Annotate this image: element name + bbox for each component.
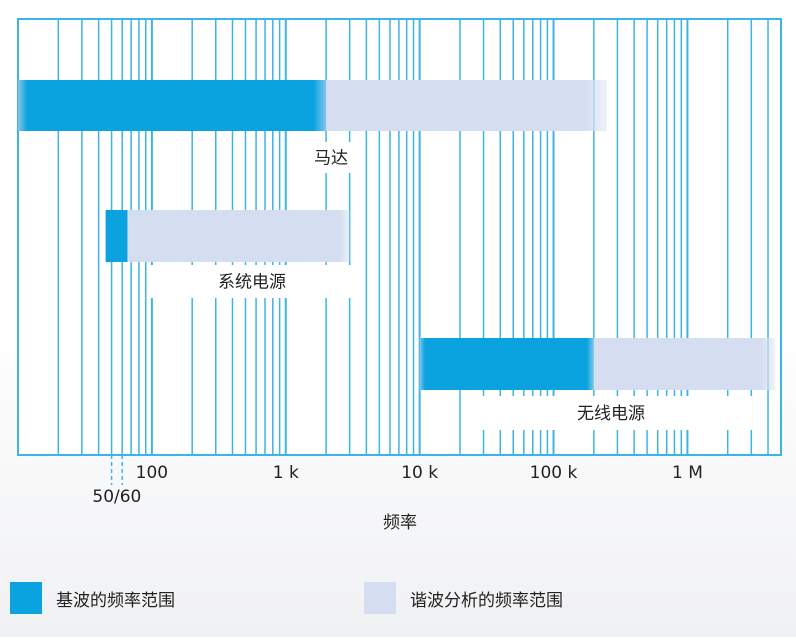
- x-tick-label: 10 k: [401, 463, 438, 483]
- bar-fundamental-range: [18, 80, 327, 131]
- legend-label-harmonic: 谐波分析的频率范围: [410, 590, 563, 611]
- bar-label-background: [470, 396, 752, 430]
- legend-item-harmonic: 谐波分析的频率范围: [364, 582, 563, 614]
- bar-label: 系统电源: [218, 273, 286, 293]
- mains-frequency-markers: 50/60: [92, 455, 141, 507]
- bar-fundamental-range: [419, 338, 594, 390]
- bar-group: 马达: [18, 80, 607, 173]
- bar-label-background: [300, 142, 362, 173]
- bar-harmonic-range: [105, 210, 350, 262]
- plot-border: [17, 18, 782, 456]
- legend-item-fundamental: 基波的频率范围: [10, 582, 175, 614]
- bar-group: 无线电源: [419, 338, 775, 430]
- x-tick-label: 100 k: [530, 463, 578, 483]
- x-tick-label: 1 k: [273, 463, 299, 483]
- marker-label: 50/60: [92, 487, 141, 507]
- bar-label: 无线电源: [577, 404, 645, 424]
- x-axis-title: 频率: [383, 513, 417, 533]
- bar-group: 系统电源: [105, 210, 356, 298]
- bar-fundamental-range: [105, 210, 128, 262]
- x-tick-label: 100: [136, 463, 168, 483]
- bar-label-background: [148, 265, 356, 298]
- x-tick-label: 1 M: [672, 463, 703, 483]
- legend-swatch-harmonic: [364, 582, 396, 614]
- legend-label-fundamental: 基波的频率范围: [56, 590, 175, 611]
- x-axis: 100 1 k 10 k 100 k 1 M: [136, 463, 703, 483]
- legend-swatch-fundamental: [10, 582, 42, 614]
- bar-label: 马达: [314, 149, 348, 169]
